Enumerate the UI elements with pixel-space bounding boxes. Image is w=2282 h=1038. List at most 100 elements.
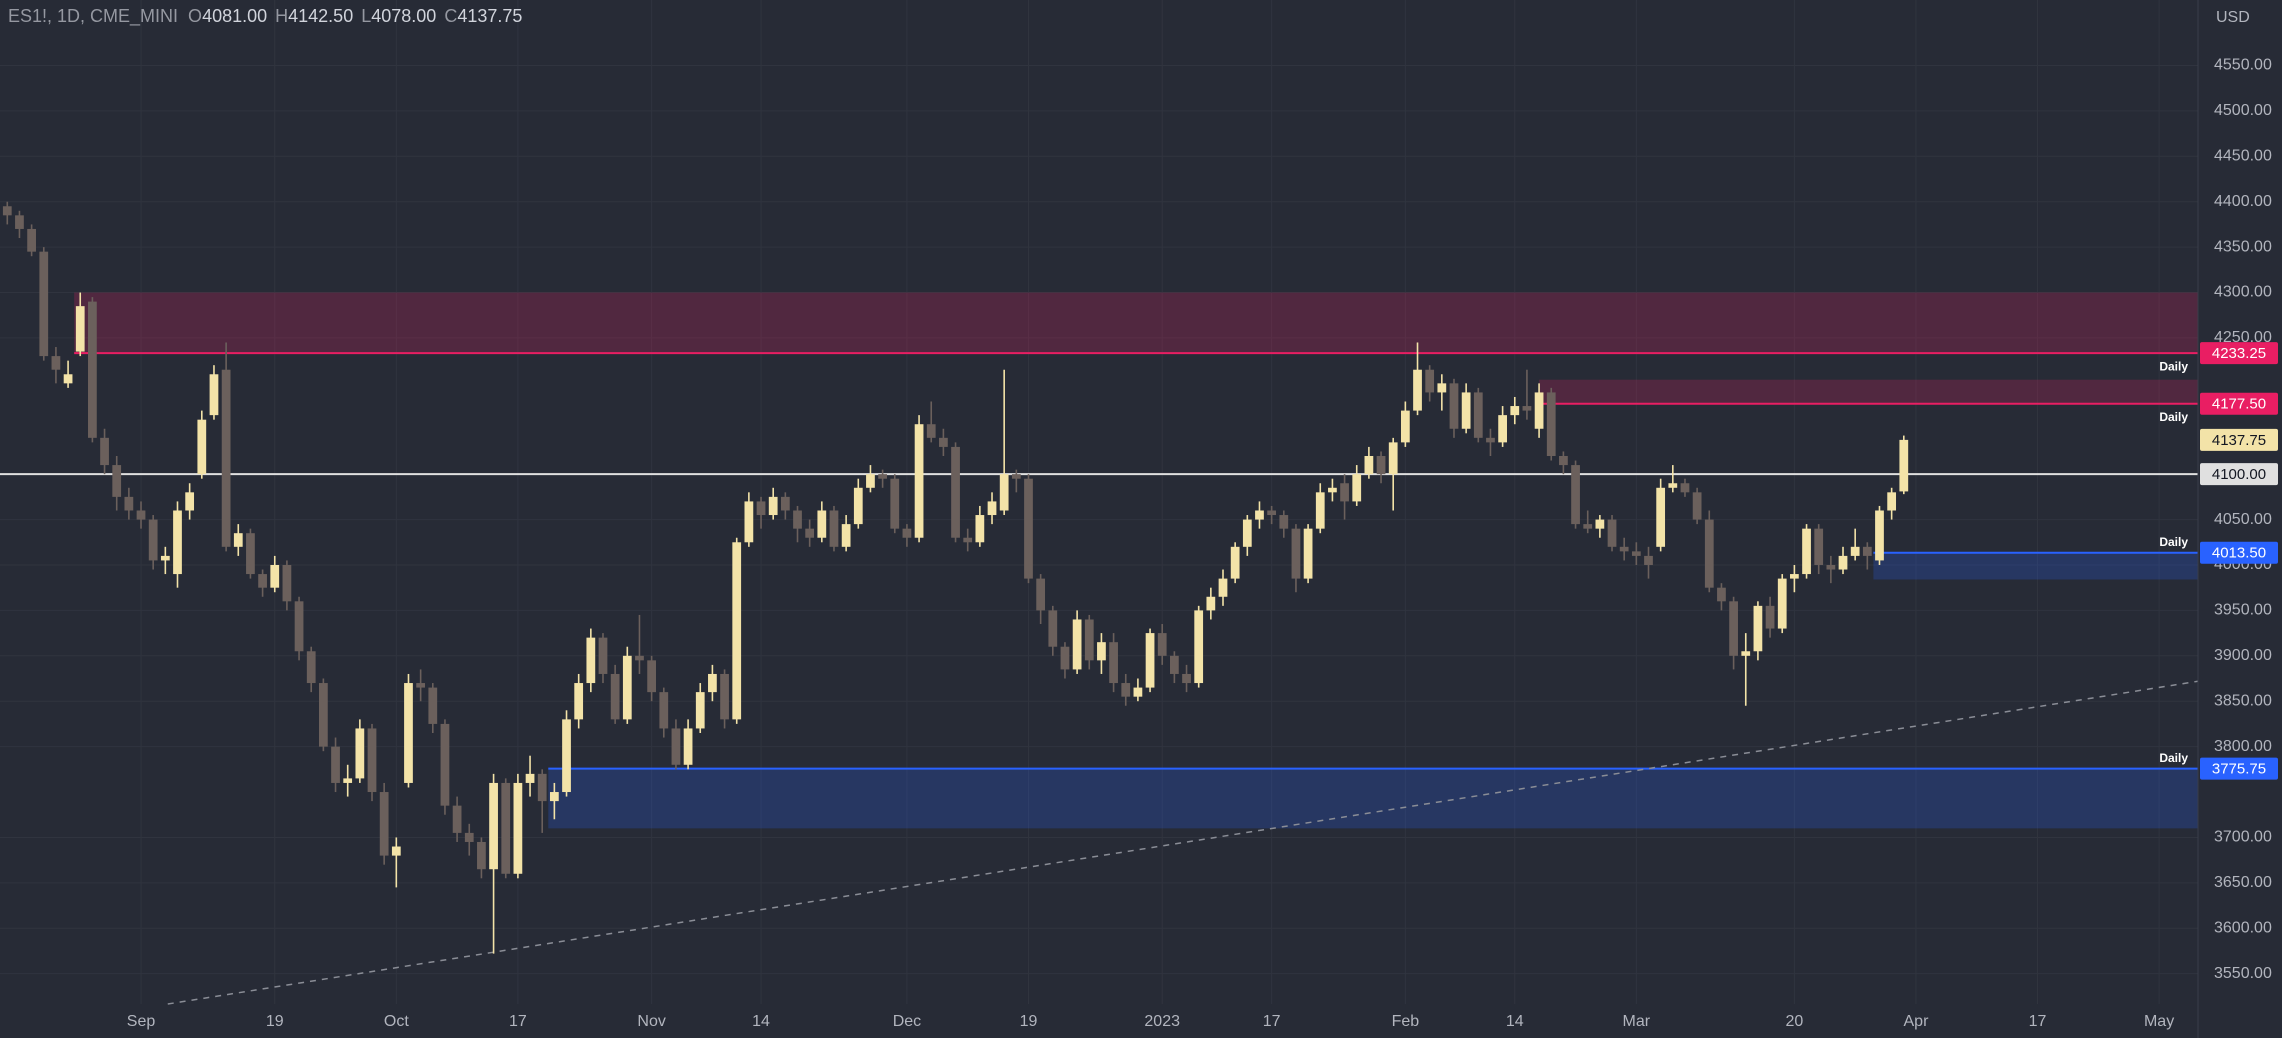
candle-body (160, 555, 170, 561)
candle-body (647, 660, 656, 693)
zone (1873, 552, 2198, 580)
price-label-box (2200, 757, 2278, 780)
candle-body (987, 501, 997, 516)
candle-body (258, 574, 267, 588)
candle-body (1765, 605, 1775, 629)
zone (1539, 379, 2198, 404)
candle-body (1303, 528, 1313, 579)
candle-body (768, 496, 778, 516)
candle-body (549, 792, 559, 802)
candle-body (635, 655, 644, 661)
candle-body (100, 437, 109, 466)
candle-body (951, 446, 960, 538)
candle-body (756, 501, 766, 516)
candle-body (1060, 646, 1070, 670)
candle-body (1534, 392, 1544, 429)
candle-body (622, 655, 632, 720)
candle-body (1169, 655, 1179, 674)
field-key: H (275, 6, 289, 26)
candle-body (574, 683, 584, 720)
candle-body (391, 846, 401, 856)
y-tick-label: 3600.00 (2214, 919, 2272, 936)
candle-body (926, 424, 936, 438)
trendline (167, 680, 2199, 1005)
x-tick-label: 2023 (1144, 1013, 1180, 1030)
candle-body (173, 510, 182, 575)
candle-body (829, 510, 839, 547)
candle-body (404, 683, 413, 783)
candle-body (1729, 601, 1738, 656)
x-tick-label: 17 (1263, 1013, 1281, 1030)
candle-body (233, 533, 243, 547)
field-value: 4081.00 (202, 6, 268, 26)
y-tick-label: 3800.00 (2214, 738, 2272, 755)
candle-body (1510, 406, 1520, 416)
candle-body (586, 637, 596, 684)
x-tick-label: Oct (384, 1013, 409, 1030)
y-tick-label: 4550.00 (2214, 57, 2272, 74)
x-tick-label: 19 (266, 1013, 284, 1030)
candle-body (793, 510, 802, 529)
candle-body (513, 782, 523, 874)
candle-body (440, 723, 450, 806)
candle-body (817, 510, 827, 538)
candle-body (975, 515, 985, 543)
candle-body (695, 692, 705, 729)
candle-body (1692, 492, 1702, 520)
candle-body (331, 746, 340, 783)
x-tick-label: Apr (1904, 1013, 1930, 1030)
y-tick-label: 3950.00 (2214, 602, 2272, 619)
x-tick-label: 14 (752, 1013, 770, 1030)
candle-body (1364, 456, 1374, 475)
candle-body (1449, 383, 1459, 429)
candle-body (355, 728, 365, 779)
candle-body (1473, 392, 1483, 438)
price-label: 4100.00 (2212, 466, 2266, 483)
candle-body (1461, 392, 1471, 429)
field-value: 4137.75 (457, 6, 523, 26)
y-tick-label: 4450.00 (2214, 148, 2272, 165)
candle-body (708, 673, 717, 693)
candle-body (878, 474, 887, 479)
candle-body (452, 805, 462, 833)
candle-body (2, 206, 12, 216)
zone (74, 292, 2198, 354)
price-label-box (2200, 463, 2278, 486)
candle-body (1255, 510, 1264, 520)
x-tick-label: Nov (637, 1013, 665, 1030)
candle-body (1814, 528, 1824, 565)
candle-body (1753, 605, 1763, 652)
field-key: O (188, 6, 203, 26)
candle-body (148, 519, 158, 561)
price-label: 4013.50 (2212, 545, 2266, 562)
y-tick-label: 3850.00 (2214, 692, 2272, 709)
candle-body (15, 215, 24, 229)
candle-body (1571, 465, 1580, 525)
candle-body (1631, 551, 1641, 556)
x-tick-label: 17 (2029, 1013, 2047, 1030)
candle-body (598, 637, 608, 674)
candle-body (221, 369, 231, 547)
candle-body (1875, 510, 1884, 561)
candle-body (1619, 546, 1629, 552)
candle-body (720, 673, 729, 720)
candle-body (1340, 483, 1349, 502)
candle-body (282, 564, 292, 602)
x-tick-label: 19 (1020, 1013, 1038, 1030)
candle-body (367, 728, 377, 793)
candle-body (63, 374, 73, 384)
candle-body (1741, 651, 1751, 656)
candle-body (185, 492, 195, 511)
candle-body (1194, 610, 1204, 684)
candle-body (1656, 487, 1666, 547)
candle-body (1072, 619, 1082, 670)
candle-body (209, 374, 219, 416)
candle-body (88, 301, 97, 438)
candle-body (124, 496, 134, 511)
candle-body (1790, 574, 1799, 579)
candle-body (1899, 439, 1909, 492)
candle-body (1121, 683, 1131, 697)
candle-body (75, 306, 85, 352)
price-label-box (2200, 428, 2278, 451)
candle-body (1036, 578, 1046, 611)
